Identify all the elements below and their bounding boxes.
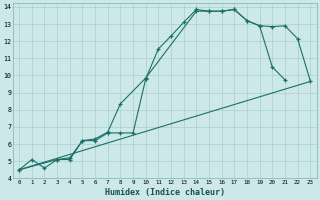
X-axis label: Humidex (Indice chaleur): Humidex (Indice chaleur) [105,188,225,197]
